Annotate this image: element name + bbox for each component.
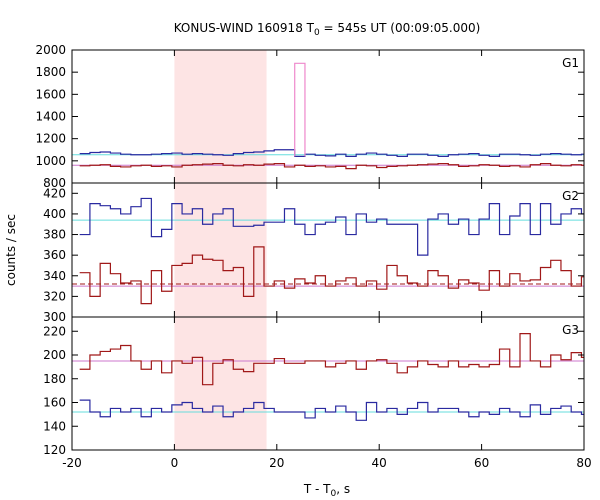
series-line [79,399,584,421]
panel-g3: 120 140 160 180 200 220 G3 [43,316,585,457]
x-tick-label: 80 [576,456,591,470]
panel-g2: 300 320 340 360 380 400 420 G2 [43,182,585,324]
x-tick-label: 40 [372,456,387,470]
panel-g1: 800 1000 1200 1400 1600 1800 2000 G1 [35,43,585,190]
y-tick-label: 220 [43,324,66,338]
y-tick-label: 1000 [35,154,66,168]
y-tick-label: 120 [43,443,66,457]
series-line [79,149,584,157]
y-tick-label: 300 [43,310,66,324]
panel-frame [71,316,585,451]
panels-layer: 800100012001400160018002000G130032034036… [35,43,591,470]
y-tick-label: 420 [43,186,66,200]
series-line [79,163,584,170]
y-tick-label: 140 [43,419,66,433]
y-tick-label: 160 [43,396,66,410]
y-tick-label: 1600 [35,87,66,101]
x-tick-label: -20 [62,456,82,470]
y-tick-label: 380 [43,228,66,242]
panel-label: G3 [562,323,579,337]
shaded-interval-layer [174,50,267,450]
y-tick-label: 1400 [35,110,66,124]
y-tick-label: 800 [43,176,66,190]
x-tick-label: 60 [474,456,489,470]
panel-label: G1 [562,56,579,70]
x-axis-label: T - T0, s [303,482,350,499]
shaded-interval [174,50,267,450]
series-line [79,246,584,305]
chart-title: KONUS-WIND 160918 T0 = 545s UT (00:09:05… [174,21,481,38]
series-line [79,333,584,386]
y-tick-label: 2000 [35,43,66,57]
y-tick-label: 360 [43,248,66,262]
y-axis-label: counts / sec [4,214,18,286]
series-line [79,197,584,256]
spike-bar [294,62,306,157]
y-tick-label: 400 [43,207,66,221]
x-tick-label: 0 [171,456,179,470]
x-tick-label: 20 [269,456,284,470]
y-tick-label: 180 [43,372,66,386]
y-tick-label: 200 [43,348,66,362]
y-tick-label: 320 [43,289,66,303]
y-tick-label: 1200 [35,132,66,146]
y-tick-label: 340 [43,269,66,283]
panel-label: G2 [562,189,579,203]
y-tick-label: 1800 [35,65,66,79]
